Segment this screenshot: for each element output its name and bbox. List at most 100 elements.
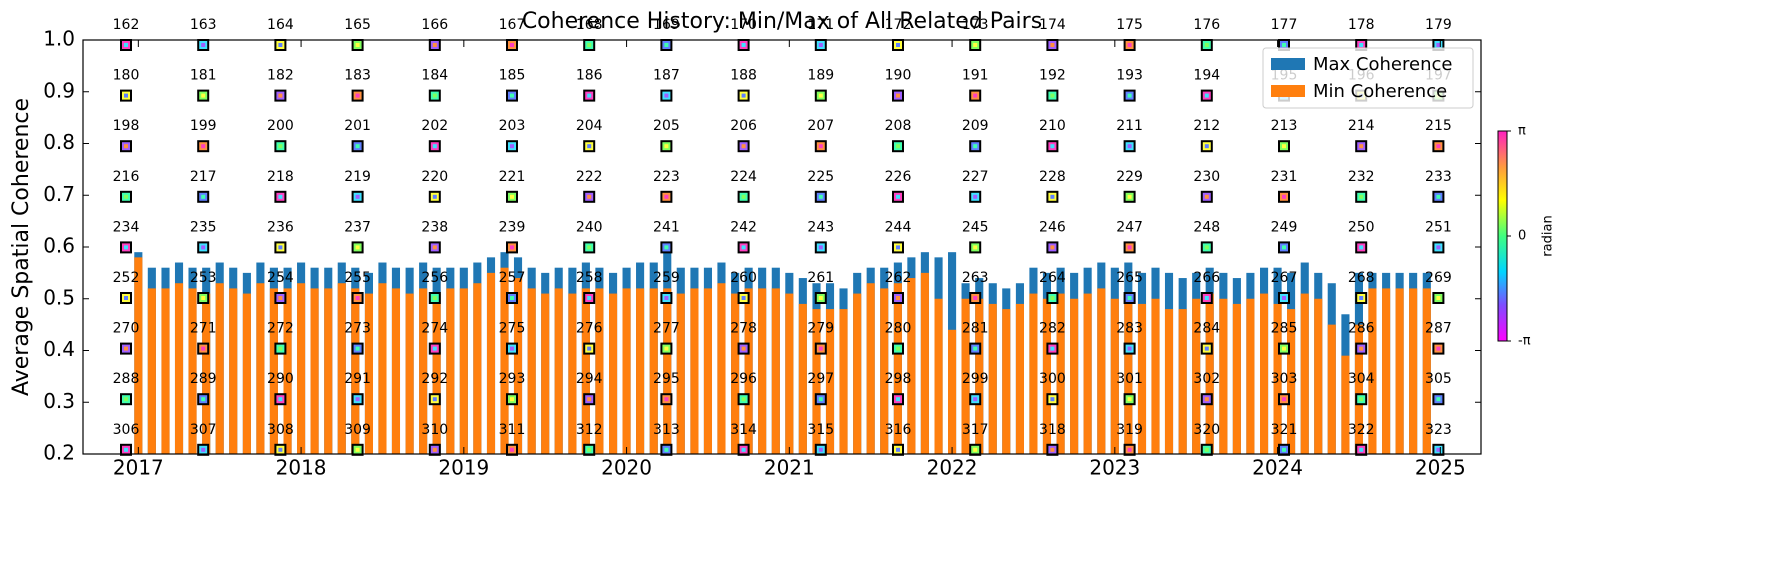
tile-label: 250 [1348,219,1375,235]
bar [1097,288,1106,454]
tile-label: 312 [576,422,603,438]
tile-inner [201,296,206,300]
tile-label: 309 [344,422,371,438]
tile-label: 180 [113,68,140,84]
tile-label: 280 [885,321,912,337]
tile-inner [896,245,900,250]
tile-inner [1127,194,1132,199]
bar [907,278,916,454]
tile-inner [124,93,128,98]
tile-inner [741,296,746,300]
tile-inner [1127,93,1132,98]
tile-label: 200 [267,118,294,134]
tile-inner [587,194,592,199]
tile-label: 162 [113,17,140,33]
tile-inner [1436,194,1441,199]
bar [242,293,251,454]
tile-inner [432,93,437,98]
tile-inner [664,194,669,199]
bar [663,288,672,454]
bar [500,267,509,454]
bar [405,293,414,454]
tile-label: 167 [499,17,526,33]
tile-label: 256 [421,270,448,286]
tile-inner [278,397,283,402]
tile-label: 261 [807,270,834,286]
tile-label: 232 [1348,169,1375,185]
tile-label: 254 [267,270,294,286]
y-tick-label: 0.8 [43,130,75,154]
tile-label: 271 [190,321,217,337]
bar [649,288,658,454]
tile-inner [587,43,592,47]
y-axis-label: Average Spatial Coherence [9,98,34,396]
tile-inner [1436,245,1441,250]
bar [378,283,387,454]
bar [1137,303,1147,454]
legend-swatch [1271,58,1305,70]
tile-inner [896,397,900,402]
tile-inner [1282,43,1286,47]
bar [419,288,428,454]
tile-label: 213 [1271,118,1298,134]
bar [554,288,563,454]
bar [1232,303,1241,454]
tile-label: 274 [421,321,448,337]
tile-label: 259 [653,270,680,286]
tile-label: 182 [267,68,294,84]
tile-label: 272 [267,321,294,337]
tile-inner [741,93,746,98]
bar [1002,309,1011,454]
tile-inner [1359,346,1364,351]
tile-label: 222 [576,169,603,185]
tile-label: 278 [730,321,757,337]
tile-inner [818,397,823,402]
bar [988,303,997,454]
bar [880,288,889,454]
bar [459,288,468,454]
tile-label: 192 [1039,68,1066,84]
tile-label: 172 [885,17,912,33]
bar [215,283,224,454]
tile-label: 238 [421,219,448,235]
tile-label: 225 [807,169,834,185]
tile-label: 317 [962,422,989,438]
tile-label: 165 [344,17,371,33]
tile-inner [1127,397,1132,402]
bar [310,288,319,454]
y-tick-label: 0.5 [43,285,75,309]
tile-inner [664,346,669,351]
tile-label: 215 [1425,118,1452,134]
tile-label: 177 [1271,17,1298,33]
tile-label: 275 [499,321,526,337]
x-tick-label: 2024 [1252,456,1303,480]
tile-label: 251 [1425,219,1452,235]
tile-inner [896,296,900,300]
tile-inner [432,43,437,47]
tile-label: 252 [113,270,140,286]
bar [1151,298,1160,454]
tile-label: 247 [1116,219,1143,235]
tile-inner [124,144,128,149]
tile-inner [587,93,592,98]
tile-inner [278,93,283,98]
bar [581,288,590,454]
tile-label: 308 [267,422,294,438]
bar [364,293,373,454]
tile-inner [741,346,746,351]
tile-label: 191 [962,68,989,84]
tile-label: 205 [653,118,680,134]
tile-label: 311 [499,422,526,438]
tile-inner [124,397,128,402]
bar [1422,288,1431,454]
tile-label: 264 [1039,270,1066,286]
tile-label: 219 [344,169,371,185]
tile-label: 262 [885,270,912,286]
tile-label: 319 [1116,422,1143,438]
tile-label: 241 [653,219,680,235]
tile-label: 287 [1425,321,1452,337]
tile-label: 169 [653,17,680,33]
bar [1192,298,1201,454]
bar [1409,288,1418,454]
tile-label: 174 [1039,17,1066,33]
